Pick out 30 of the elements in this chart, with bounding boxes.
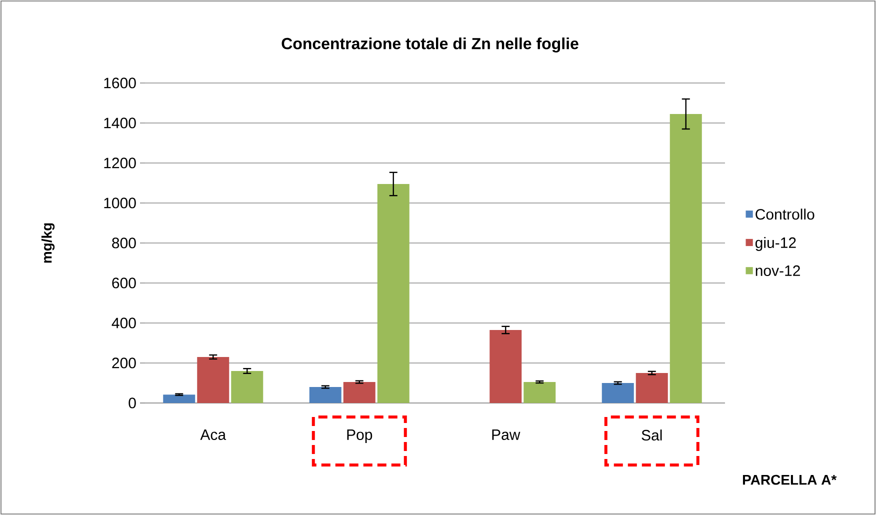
y-tick-label: 400: [112, 318, 136, 328]
bar: [163, 394, 196, 403]
bar: [197, 357, 230, 403]
bar: [490, 330, 522, 403]
y-tick-label: 0: [128, 398, 136, 408]
x-tick-label: Paw: [492, 430, 520, 440]
bar: [524, 382, 556, 403]
legend-label: nov-12: [756, 265, 800, 276]
legend-label: Controllo: [756, 208, 814, 220]
y-tick-label: 1400: [104, 118, 136, 128]
bar: [602, 383, 634, 403]
y-tick-label: 1200: [104, 158, 136, 168]
bar: [343, 382, 376, 403]
y-tick-label: 600: [112, 278, 136, 288]
y-tick-label: 1000: [104, 198, 136, 208]
x-tick-label: Pop: [347, 430, 372, 443]
y-axis-title: mg/kg: [41, 223, 55, 263]
y-tick-label: 800: [112, 238, 136, 248]
bar: [670, 114, 702, 403]
x-tick-label: Sal: [642, 430, 662, 441]
x-axis-title: PARCELLA A*: [742, 474, 837, 485]
bar: [231, 371, 264, 403]
x-tick-label: Aca: [200, 430, 226, 440]
bar: [636, 373, 668, 403]
legend-label: giu-12: [755, 237, 796, 251]
chart-title: Concentrazione totale di Zn nelle foglie: [282, 38, 578, 52]
y-tick-label: 200: [112, 358, 136, 368]
bar: [377, 184, 410, 403]
y-tick-label: 1600: [104, 78, 136, 88]
bar: [309, 387, 342, 403]
